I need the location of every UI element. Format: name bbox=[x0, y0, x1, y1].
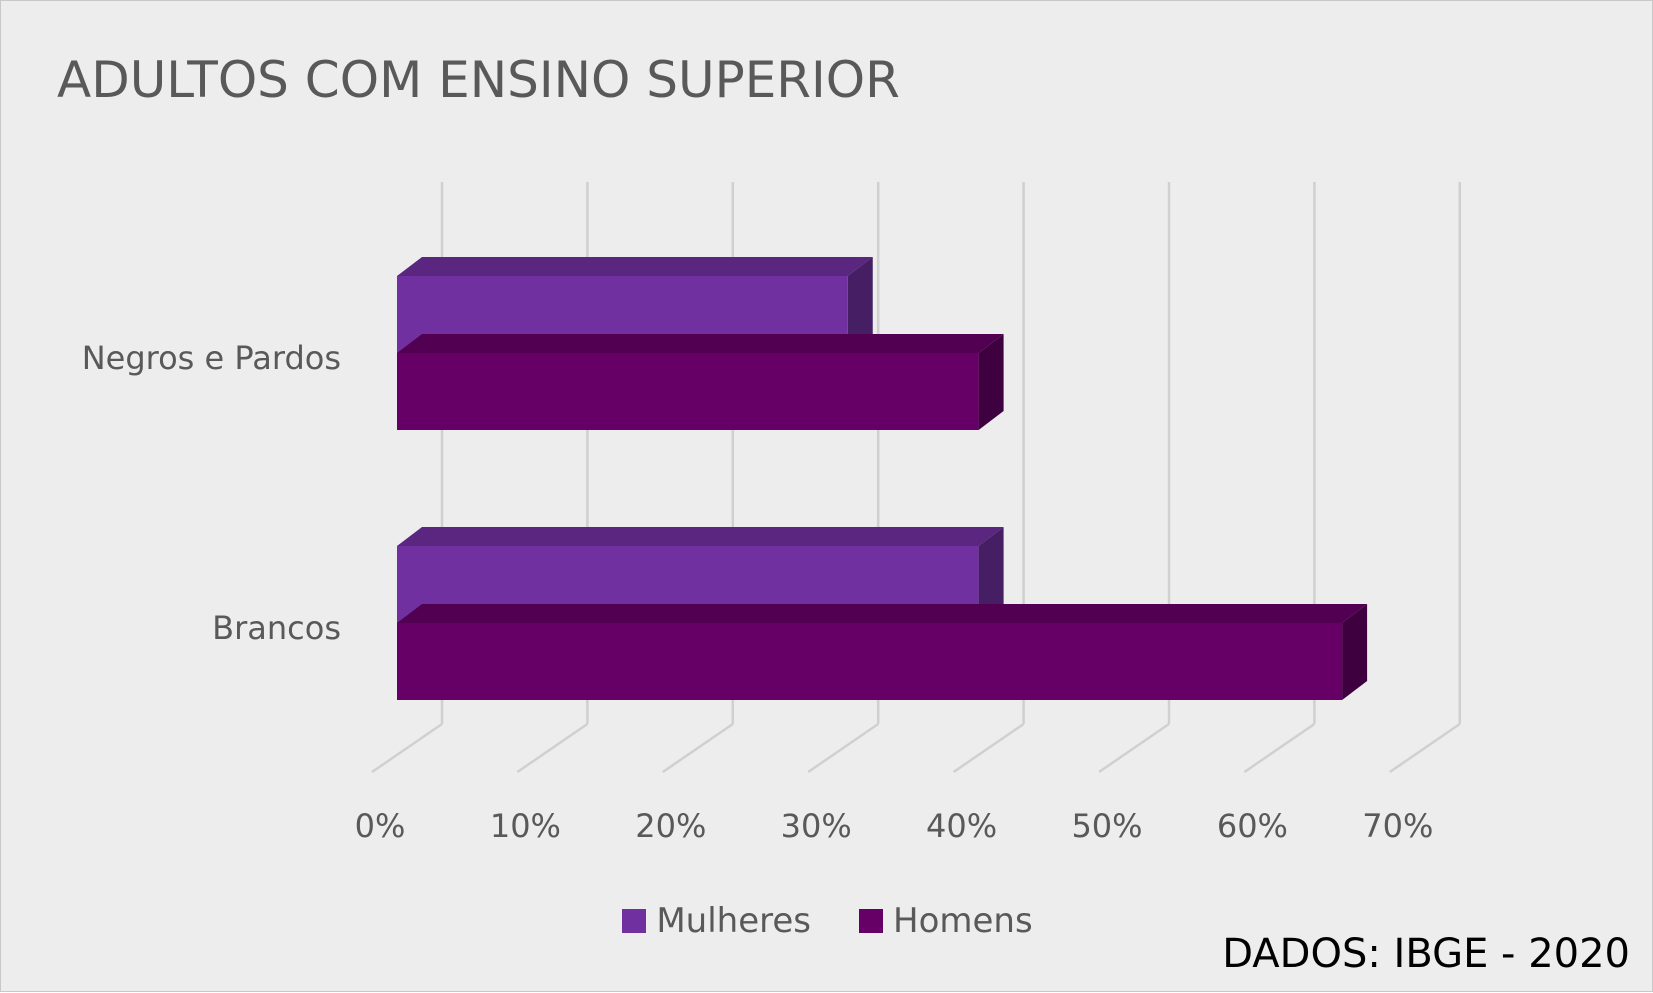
bars bbox=[397, 257, 1368, 700]
x-tick-label: 70% bbox=[1362, 807, 1433, 845]
bar bbox=[397, 623, 1343, 700]
legend-label: Homens bbox=[893, 901, 1033, 941]
legend-item: Homens bbox=[859, 901, 1033, 941]
x-tick-label: 0% bbox=[355, 807, 406, 845]
bar-side-face bbox=[978, 527, 1004, 623]
category-label: Negros e Pardos bbox=[82, 339, 341, 377]
x-tick-label: 30% bbox=[781, 807, 852, 845]
x-tick-label: 60% bbox=[1217, 807, 1288, 845]
bar-top-face bbox=[397, 527, 1004, 546]
legend-swatch bbox=[622, 909, 647, 933]
floor-gridline bbox=[1098, 722, 1170, 774]
x-tick-label: 40% bbox=[926, 807, 997, 845]
category-labels: Negros e Pardos Brancos bbox=[82, 339, 341, 647]
bar-top-face bbox=[397, 257, 873, 276]
floor-gridline bbox=[807, 722, 879, 774]
chart-title: ADULTOS COM ENSINO SUPERIOR bbox=[57, 51, 900, 109]
floor-gridline bbox=[371, 722, 443, 774]
bar-top-face bbox=[397, 334, 1004, 353]
bar-side-face bbox=[1342, 604, 1368, 700]
floor-gridline bbox=[662, 722, 734, 774]
source-note: DADOS: IBGE - 2020 bbox=[1222, 931, 1630, 977]
bar-side-face bbox=[978, 334, 1004, 430]
x-tick-labels: 0% 10% 20% 30% 40% 50% 60% 70% bbox=[355, 807, 1434, 845]
category-label: Brancos bbox=[212, 609, 341, 647]
legend: Mulheres Homens bbox=[1, 901, 1653, 941]
x-tick-label: 10% bbox=[490, 807, 561, 845]
bar bbox=[397, 353, 979, 430]
x-tick-label: 20% bbox=[635, 807, 706, 845]
floor-gridline bbox=[1243, 722, 1316, 774]
x-tick-label: 50% bbox=[1071, 807, 1142, 845]
floor-gridline bbox=[516, 722, 589, 774]
bar-top-face bbox=[397, 604, 1368, 623]
legend-label: Mulheres bbox=[656, 901, 811, 941]
legend-swatch bbox=[859, 909, 883, 933]
legend-item: Mulheres bbox=[622, 901, 811, 941]
floor-gridline bbox=[1389, 722, 1461, 774]
bar-side-face bbox=[847, 257, 873, 353]
floor-gridline bbox=[952, 722, 1025, 774]
